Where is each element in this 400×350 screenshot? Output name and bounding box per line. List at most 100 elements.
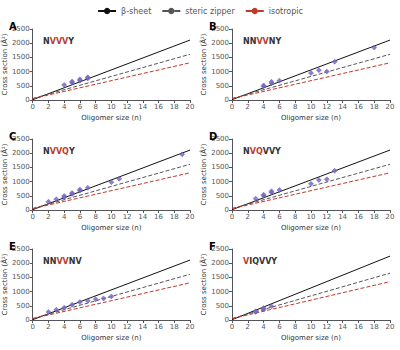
- svg-text:14: 14: [338, 103, 347, 111]
- svg-text:2000: 2000: [211, 39, 229, 47]
- svg-text:14: 14: [138, 213, 147, 221]
- svg-text:8: 8: [93, 103, 97, 111]
- svg-text:N: N: [243, 147, 250, 156]
- svg-text:VVV: VVV: [50, 37, 69, 46]
- svg-text:18: 18: [170, 213, 179, 221]
- svg-text:Y: Y: [68, 147, 75, 156]
- svg-text:4: 4: [261, 323, 266, 331]
- svg-text:10: 10: [307, 323, 316, 331]
- svg-text:0: 0: [25, 96, 29, 104]
- svg-text:2000: 2000: [12, 149, 30, 157]
- svg-text:VVY: VVY: [259, 257, 277, 266]
- svg-text:Oligomer size (n): Oligomer size (n): [281, 334, 341, 342]
- svg-text:12: 12: [322, 103, 331, 111]
- svg-text:4: 4: [62, 103, 67, 111]
- svg-text:16: 16: [354, 103, 363, 111]
- svg-text:NV: NV: [69, 257, 83, 266]
- svg-text:10: 10: [307, 103, 316, 111]
- svg-text:1000: 1000: [211, 178, 229, 186]
- svg-text:NY: NY: [269, 37, 282, 46]
- svg-text:20: 20: [386, 103, 395, 111]
- svg-text:500: 500: [16, 82, 29, 90]
- svg-text:16: 16: [154, 213, 163, 221]
- svg-text:1500: 1500: [211, 273, 229, 281]
- svg-text:Oligomer size (n): Oligomer size (n): [81, 334, 141, 342]
- svg-text:VV: VV: [56, 257, 69, 266]
- svg-text:2: 2: [46, 323, 50, 331]
- svg-text:20: 20: [186, 323, 195, 331]
- svg-text:Cross section (Å²): Cross section (Å²): [0, 33, 9, 95]
- svg-text:N: N: [43, 37, 50, 46]
- svg-text:18: 18: [170, 323, 179, 331]
- svg-text:steric zipper: steric zipper: [185, 7, 235, 16]
- svg-text:1000: 1000: [12, 288, 30, 296]
- svg-text:F: F: [209, 241, 216, 252]
- svg-text:0: 0: [225, 206, 229, 214]
- svg-text:500: 500: [216, 82, 229, 90]
- svg-text:8: 8: [293, 213, 297, 221]
- svg-text:VQ: VQ: [250, 147, 263, 156]
- svg-text:20: 20: [186, 103, 195, 111]
- svg-text:2: 2: [246, 213, 250, 221]
- svg-text:Cross section (Å²): Cross section (Å²): [199, 33, 208, 95]
- svg-text:0: 0: [25, 206, 29, 214]
- svg-text:Cross section (Å²): Cross section (Å²): [0, 253, 9, 315]
- svg-text:0: 0: [230, 323, 234, 331]
- svg-text:0: 0: [230, 213, 234, 221]
- svg-text:0: 0: [225, 96, 229, 104]
- svg-text:4: 4: [62, 213, 67, 221]
- svg-text:10: 10: [107, 323, 116, 331]
- svg-text:E: E: [9, 241, 16, 252]
- svg-text:VV: VV: [256, 37, 269, 46]
- svg-text:Oligomer size (n): Oligomer size (n): [81, 224, 141, 232]
- svg-text:NN: NN: [43, 257, 56, 266]
- svg-text:4: 4: [261, 213, 266, 221]
- svg-text:0: 0: [30, 103, 34, 111]
- svg-text:Cross section (Å²): Cross section (Å²): [0, 143, 9, 205]
- svg-text:A: A: [9, 21, 17, 32]
- svg-text:VVQ: VVQ: [50, 147, 69, 156]
- svg-text:2000: 2000: [12, 39, 30, 47]
- svg-text:0: 0: [225, 316, 229, 324]
- svg-text:N: N: [43, 147, 50, 156]
- svg-text:14: 14: [338, 323, 347, 331]
- svg-text:14: 14: [138, 323, 147, 331]
- svg-text:12: 12: [123, 213, 132, 221]
- svg-text:12: 12: [123, 103, 132, 111]
- svg-text:500: 500: [216, 192, 229, 200]
- svg-text:6: 6: [78, 323, 83, 331]
- svg-text:1500: 1500: [12, 53, 30, 61]
- svg-text:2000: 2000: [12, 259, 30, 267]
- svg-text:18: 18: [370, 323, 379, 331]
- svg-text:6: 6: [277, 323, 282, 331]
- svg-text:2: 2: [246, 323, 250, 331]
- svg-text:Oligomer size (n): Oligomer size (n): [281, 114, 341, 122]
- svg-text:10: 10: [107, 213, 116, 221]
- svg-text:18: 18: [370, 103, 379, 111]
- svg-text:Oligomer size (n): Oligomer size (n): [281, 224, 341, 232]
- svg-text:C: C: [9, 131, 16, 142]
- svg-text:Cross section (Å²): Cross section (Å²): [199, 253, 208, 315]
- svg-text:500: 500: [16, 192, 29, 200]
- svg-text:4: 4: [261, 103, 266, 111]
- svg-text:isotropic: isotropic: [269, 7, 303, 16]
- svg-text:6: 6: [277, 213, 282, 221]
- svg-text:20: 20: [386, 323, 395, 331]
- svg-text:1500: 1500: [12, 273, 30, 281]
- svg-text:1000: 1000: [211, 288, 229, 296]
- svg-text:1000: 1000: [12, 68, 30, 76]
- svg-text:2000: 2000: [211, 259, 229, 267]
- svg-text:12: 12: [322, 213, 331, 221]
- svg-text:8: 8: [93, 213, 97, 221]
- svg-text:6: 6: [78, 103, 83, 111]
- svg-text:2: 2: [246, 103, 250, 111]
- svg-text:VVY: VVY: [263, 147, 281, 156]
- svg-text:0: 0: [25, 316, 29, 324]
- svg-text:10: 10: [307, 213, 316, 221]
- svg-text:0: 0: [230, 103, 234, 111]
- svg-text:0: 0: [30, 323, 34, 331]
- svg-text:2000: 2000: [211, 149, 229, 157]
- svg-text:6: 6: [78, 213, 83, 221]
- svg-text:D: D: [209, 131, 217, 142]
- svg-text:IQ: IQ: [249, 257, 259, 266]
